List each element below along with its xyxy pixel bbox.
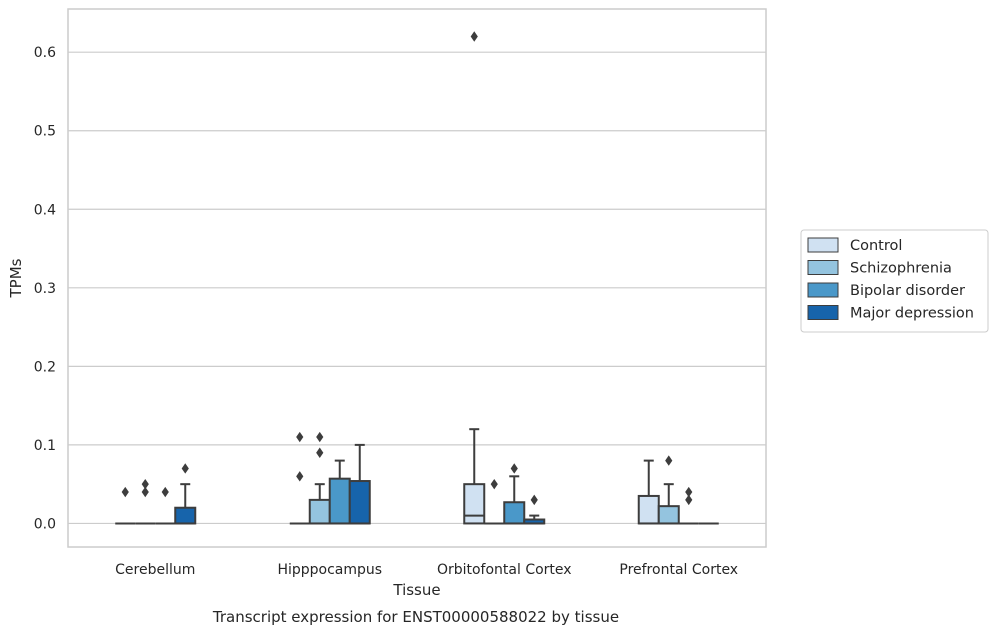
box-body [328, 477, 351, 525]
x-axis-label: Tissue [392, 581, 440, 599]
outlier-point [665, 455, 673, 466]
outlier-point [470, 31, 478, 42]
box-body [348, 480, 371, 525]
outlier-point [490, 478, 498, 490]
legend-label: Control [850, 238, 902, 254]
box-plots [115, 31, 719, 525]
box-schizophrenia [135, 478, 156, 525]
legend-frame [800, 229, 989, 333]
y-tick-label: 0.1 [34, 438, 56, 454]
outlier-point [316, 431, 324, 443]
box-bipolar-disorder [328, 459, 351, 525]
box-bipolar-disorder [678, 486, 699, 525]
box-bipolar-disorder [155, 486, 176, 525]
legend-label: Schizophrenia [850, 261, 952, 277]
box-major-depression [348, 443, 371, 525]
box-schizophrenia [308, 431, 331, 525]
box-control [289, 431, 310, 525]
y-tick-label: 0.5 [34, 124, 56, 140]
box-body [637, 494, 660, 525]
y-tick-label: 0.2 [34, 359, 56, 375]
outlier-point [161, 486, 169, 498]
outlier-point [181, 463, 189, 474]
box-schizophrenia [657, 455, 680, 525]
outlier-point [141, 478, 149, 490]
box-bipolar-disorder [503, 463, 526, 525]
outlier-point [685, 494, 693, 506]
plot-frame [67, 8, 767, 548]
legend: Control Schizophrenia Bipolar disorder Majo… [800, 229, 989, 333]
outlier-point [530, 494, 538, 506]
x-tick-label: Hipppocampus [277, 562, 382, 578]
x-tick-label: Prefrontal Cortex [619, 562, 738, 578]
grid-lines [68, 51, 766, 525]
outlier-point [296, 471, 304, 482]
y-tick-label: 0.0 [34, 516, 56, 532]
box-body [657, 505, 680, 525]
box-control [463, 31, 486, 525]
box-body [174, 506, 197, 525]
outlier-point [141, 486, 149, 498]
y-axis-label: TPMs [7, 258, 25, 298]
box-major-depression [174, 463, 197, 525]
chart-caption: Transcript expression for ENST0000058802… [212, 608, 619, 626]
x-tick-label: Orbitofontal Cortex [437, 562, 572, 578]
legend-label: Major depression [850, 306, 974, 322]
legend-swatch [807, 260, 839, 275]
y-tick-label: 0.3 [34, 281, 56, 297]
y-tick-label: 0.6 [34, 45, 56, 61]
box-body [308, 498, 331, 525]
legend-swatch [807, 305, 839, 320]
legend-swatch [807, 237, 839, 253]
outlier-point [685, 486, 693, 498]
box-schizophrenia [484, 478, 505, 525]
box-body [463, 483, 486, 525]
y-tick-labels: 0.0 0.1 0.2 0.3 0.4 0.5 0.6 [34, 45, 56, 532]
legend-label: Bipolar disorder [850, 283, 965, 299]
x-tick-label: Cerebellum [115, 562, 195, 578]
x-tick-labels: Cerebellum Hipppocampus Orbitofontal Corte… [115, 562, 738, 578]
box-major-depression [523, 494, 546, 525]
y-tick-label: 0.4 [34, 202, 56, 218]
legend-swatch [807, 282, 839, 298]
box-control [637, 459, 660, 525]
outlier-point [316, 447, 324, 458]
box-control [115, 486, 136, 525]
box-body [503, 501, 526, 525]
outlier-point [121, 486, 129, 498]
outlier-point [510, 463, 518, 474]
outlier-point [296, 431, 304, 443]
